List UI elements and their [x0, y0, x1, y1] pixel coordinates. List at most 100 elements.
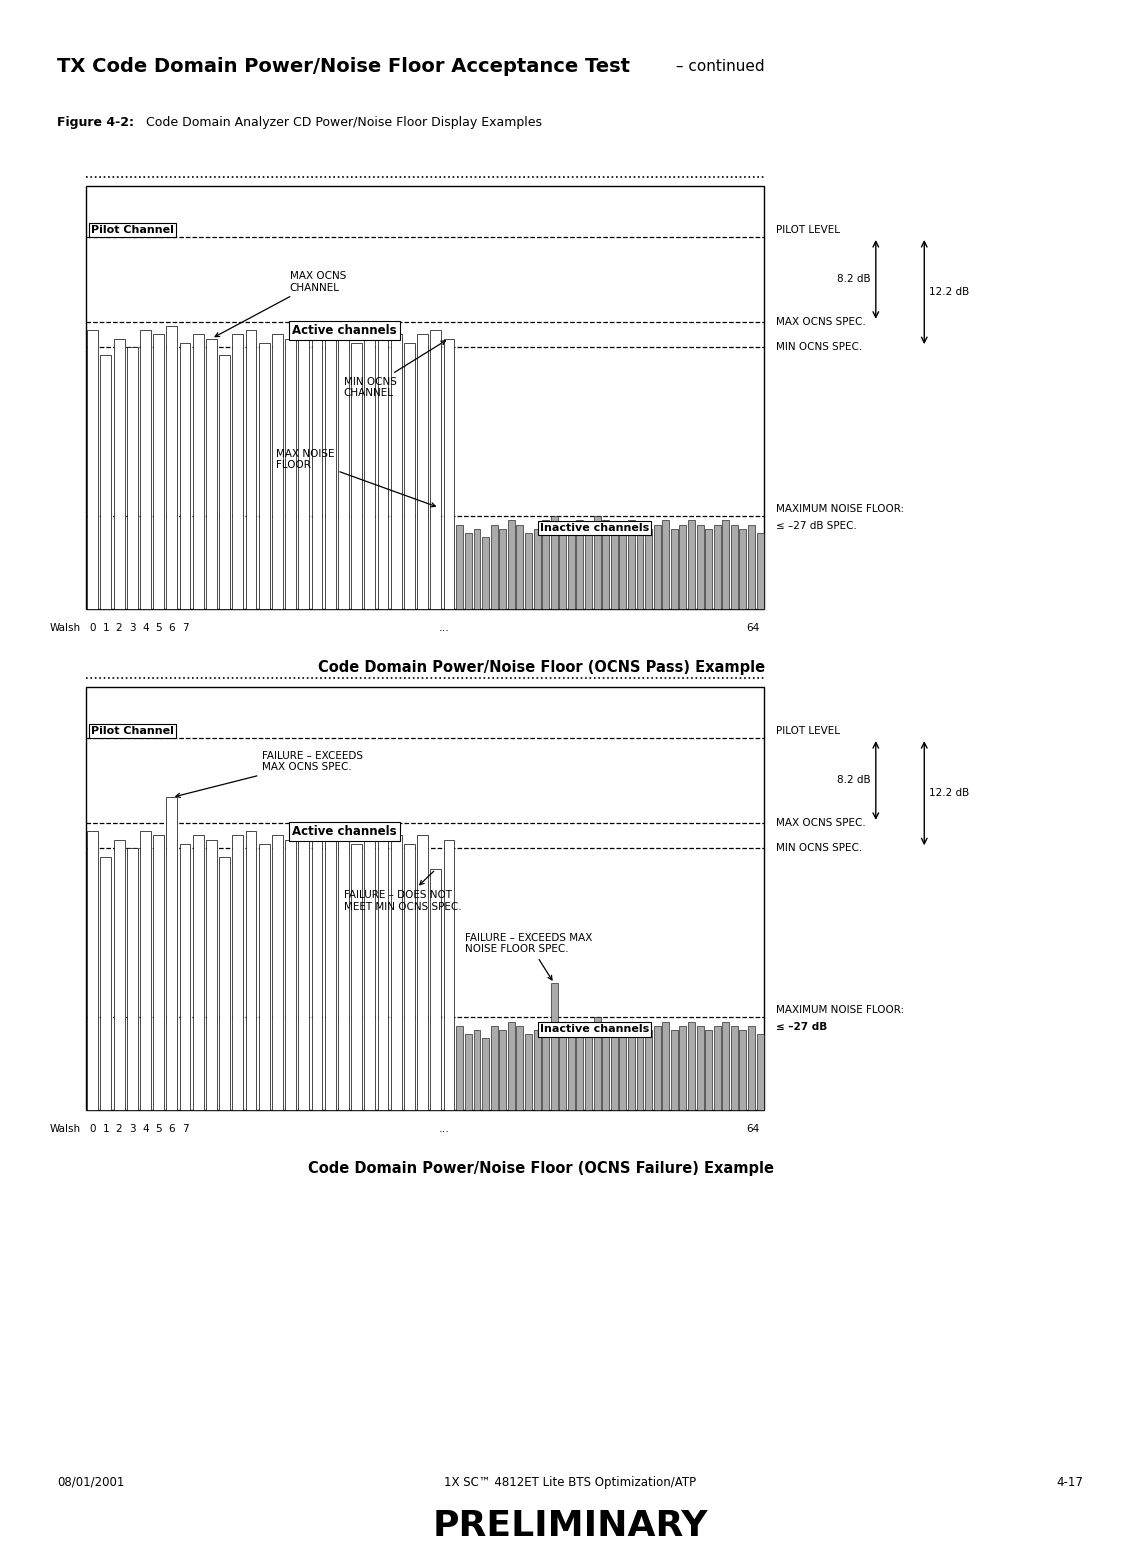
- Bar: [404, 343, 415, 609]
- Bar: [272, 835, 283, 1110]
- Bar: [206, 839, 217, 1110]
- Bar: [670, 1030, 678, 1110]
- Text: MAX OCNS SPEC.: MAX OCNS SPEC.: [776, 316, 865, 327]
- Text: PRELIMINARY: PRELIMINARY: [432, 1508, 708, 1543]
- Text: 1: 1: [103, 1124, 109, 1134]
- Text: 12.2 dB: 12.2 dB: [929, 287, 969, 298]
- Bar: [180, 844, 190, 1110]
- Bar: [417, 335, 428, 609]
- Text: Walsh: Walsh: [50, 623, 81, 633]
- Bar: [645, 1030, 652, 1110]
- Text: 5: 5: [155, 1124, 162, 1134]
- Bar: [507, 1021, 515, 1110]
- Bar: [697, 1026, 703, 1110]
- Bar: [456, 525, 463, 609]
- Bar: [193, 335, 204, 609]
- Bar: [594, 1018, 601, 1110]
- Bar: [679, 1026, 686, 1110]
- Bar: [611, 1030, 618, 1110]
- Bar: [272, 335, 283, 609]
- Text: 4: 4: [142, 1124, 148, 1134]
- Bar: [365, 330, 375, 609]
- Bar: [560, 1026, 567, 1110]
- Bar: [689, 520, 695, 609]
- Text: 8.2 dB: 8.2 dB: [838, 274, 871, 285]
- Bar: [543, 1021, 549, 1110]
- Bar: [507, 520, 515, 609]
- Bar: [180, 343, 190, 609]
- Text: 2: 2: [116, 1124, 122, 1134]
- Bar: [430, 330, 441, 609]
- Bar: [731, 525, 738, 609]
- Bar: [166, 797, 178, 1110]
- Bar: [697, 525, 703, 609]
- Bar: [482, 537, 489, 609]
- Bar: [377, 839, 389, 1110]
- Text: 4: 4: [1091, 713, 1109, 736]
- Bar: [628, 520, 635, 609]
- Bar: [706, 1030, 712, 1110]
- Text: MIN OCNS SPEC.: MIN OCNS SPEC.: [776, 341, 862, 352]
- Bar: [377, 338, 389, 609]
- Text: FAILURE – EXCEEDS
MAX OCNS SPEC.: FAILURE – EXCEEDS MAX OCNS SPEC.: [176, 750, 364, 797]
- Bar: [87, 186, 764, 609]
- Text: 8.2 dB: 8.2 dB: [838, 775, 871, 786]
- Bar: [100, 857, 112, 1110]
- Bar: [636, 525, 643, 609]
- Bar: [534, 1030, 540, 1110]
- Bar: [551, 983, 557, 1110]
- Bar: [430, 869, 441, 1110]
- Bar: [311, 335, 323, 609]
- Text: Code Domain Power/Noise Floor (OCNS Failure) Example: Code Domain Power/Noise Floor (OCNS Fail…: [309, 1160, 774, 1176]
- Bar: [465, 532, 472, 609]
- Bar: [404, 844, 415, 1110]
- Bar: [662, 1021, 669, 1110]
- Text: MAXIMUM NOISE FLOOR:: MAXIMUM NOISE FLOOR:: [776, 504, 904, 514]
- Text: MIN OCNS SPEC.: MIN OCNS SPEC.: [776, 843, 862, 853]
- Text: 0: 0: [89, 1124, 96, 1134]
- Text: 7: 7: [181, 623, 188, 633]
- Bar: [723, 1021, 730, 1110]
- Text: FAILURE – DOES NOT
MEET MIN OCNS SPEC.: FAILURE – DOES NOT MEET MIN OCNS SPEC.: [344, 871, 462, 911]
- Bar: [714, 1026, 720, 1110]
- Bar: [499, 529, 506, 609]
- Bar: [311, 835, 323, 1110]
- Bar: [748, 1026, 755, 1110]
- Bar: [577, 520, 584, 609]
- Text: 4: 4: [142, 623, 148, 633]
- Bar: [88, 330, 98, 609]
- Bar: [391, 335, 401, 609]
- Text: Active channels: Active channels: [292, 324, 397, 337]
- Bar: [219, 355, 230, 609]
- Bar: [325, 839, 335, 1110]
- Bar: [140, 832, 150, 1110]
- Text: 0: 0: [89, 623, 96, 633]
- Text: 3: 3: [129, 1124, 136, 1134]
- Text: 5: 5: [155, 623, 162, 633]
- Bar: [166, 326, 178, 609]
- Bar: [714, 525, 720, 609]
- Bar: [285, 338, 296, 609]
- Bar: [706, 529, 712, 609]
- Bar: [740, 1030, 747, 1110]
- Text: MAXIMUM NOISE FLOOR:: MAXIMUM NOISE FLOOR:: [776, 1005, 904, 1015]
- Bar: [127, 849, 138, 1110]
- Text: PILOT LEVEL: PILOT LEVEL: [776, 727, 840, 736]
- Text: ≤ –27 dB SPEC.: ≤ –27 dB SPEC.: [776, 521, 857, 531]
- Bar: [299, 326, 309, 609]
- Text: 08/01/2001: 08/01/2001: [57, 1475, 124, 1489]
- Bar: [259, 343, 270, 609]
- Bar: [585, 525, 592, 609]
- Text: – continued: – continued: [670, 60, 764, 74]
- Bar: [245, 832, 256, 1110]
- Bar: [645, 529, 652, 609]
- Text: MAX NOISE
FLOOR: MAX NOISE FLOOR: [276, 448, 435, 507]
- Bar: [594, 517, 601, 609]
- Bar: [543, 520, 549, 609]
- Bar: [87, 687, 764, 1110]
- Bar: [731, 1026, 738, 1110]
- Bar: [473, 1030, 480, 1110]
- Bar: [473, 529, 480, 609]
- Text: 4-17: 4-17: [1056, 1475, 1083, 1489]
- Bar: [465, 1034, 472, 1110]
